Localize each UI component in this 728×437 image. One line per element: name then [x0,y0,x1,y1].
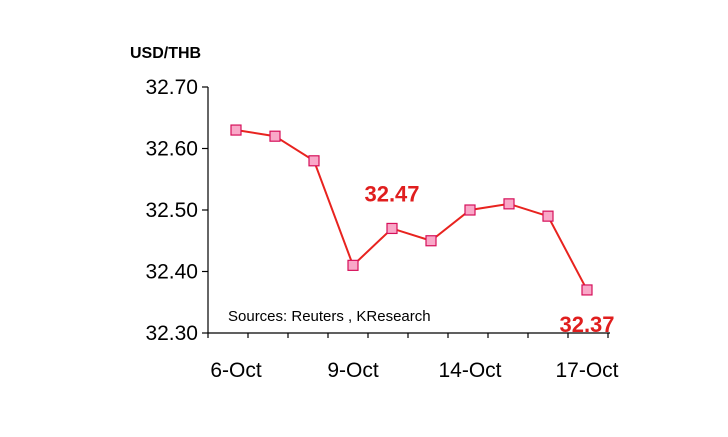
x-tick-label: 14-Oct [438,359,501,382]
annotations: 32.47 32.37 [364,181,614,337]
data-point [581,284,593,296]
data-point [464,204,476,216]
data-point [269,130,281,142]
source-note: Sources: Reuters , KResearch [228,308,431,325]
data-point [386,222,398,235]
data-point [503,198,515,210]
series-line [235,129,588,291]
x-tick-label: 9-Oct [327,359,379,382]
x-tick-label: 6-Oct [210,359,262,382]
y-tick-label: 32.40 [145,261,198,284]
series [230,124,593,296]
data-point [230,124,242,136]
data-point [308,155,320,167]
y-tick-label: 32.30 [145,322,198,345]
data-point [542,210,554,222]
data-point [425,235,437,247]
data-label: 32.37 [559,312,614,337]
y-tick-label: 32.70 [145,76,198,99]
data-point [347,259,359,271]
x-tick-label: 17-Oct [555,359,618,382]
y-tick-label: 32.50 [145,199,198,222]
axes: 32.30 32.40 32.50 32.60 32.70 6-Oct 9-Oct 14-Oc… [145,76,618,382]
data-label: 32.47 [364,181,419,206]
unit-label: USD/THB [130,45,201,62]
y-tick-label: 32.60 [145,138,198,161]
